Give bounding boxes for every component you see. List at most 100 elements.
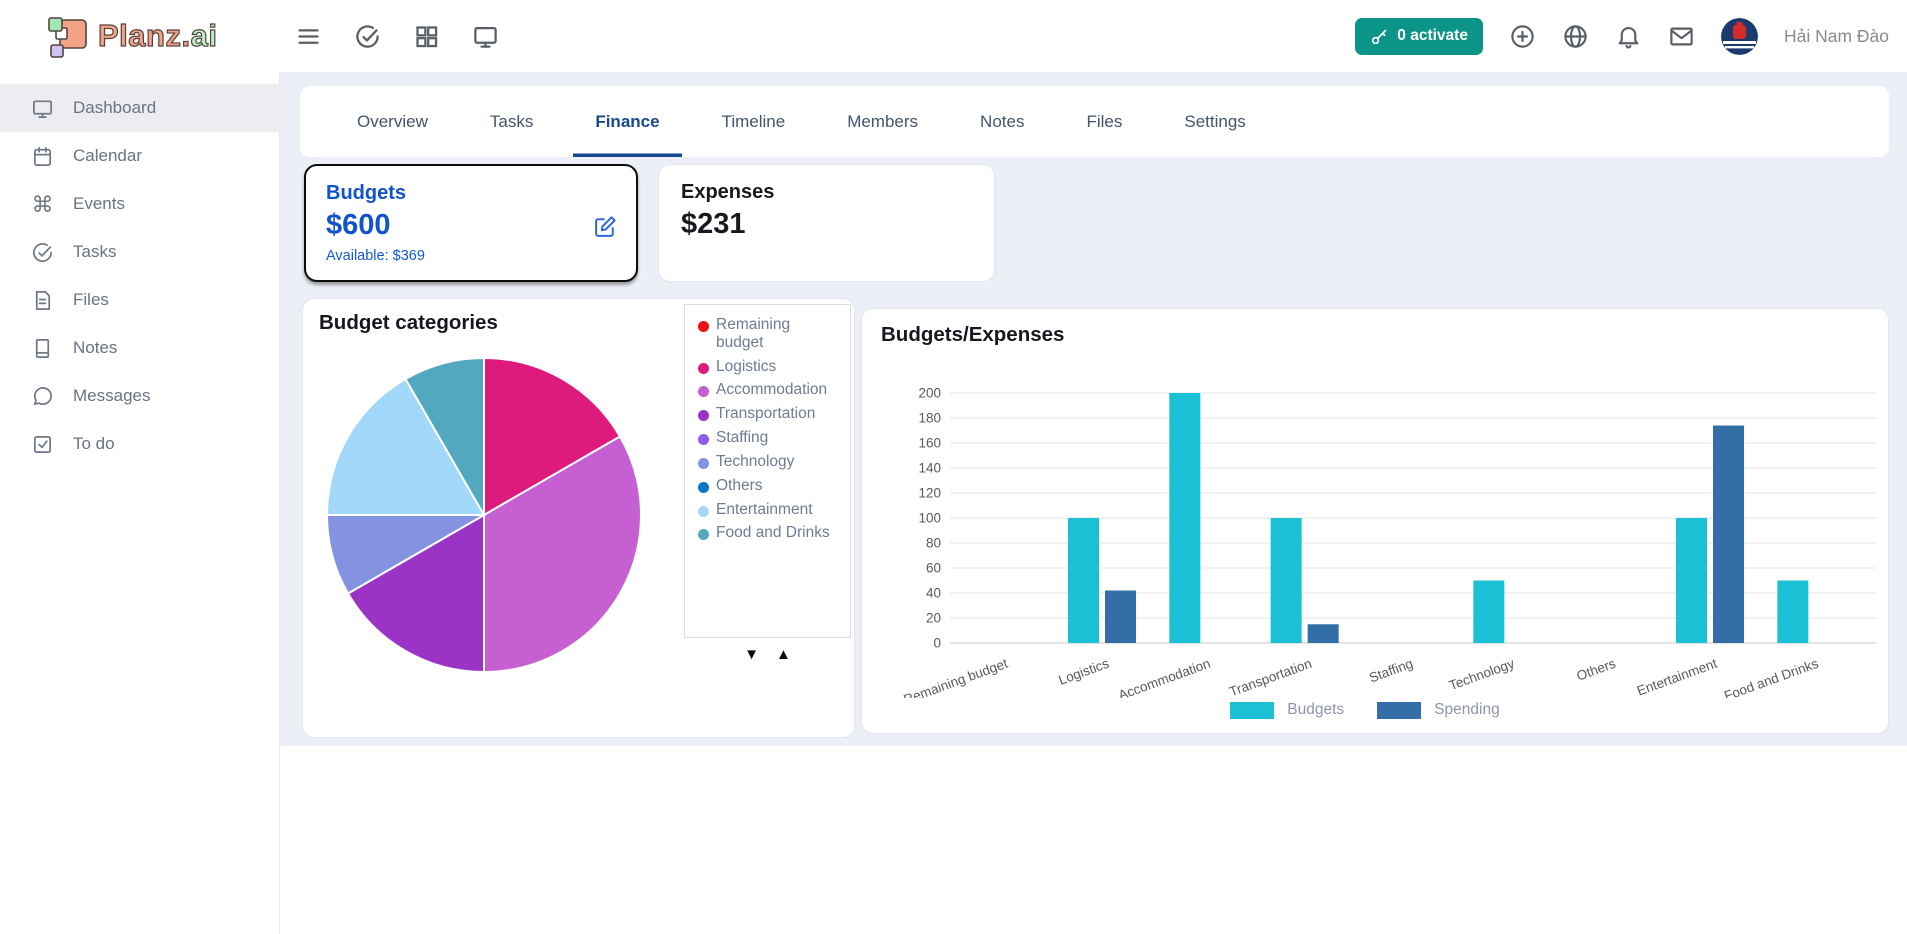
activate-button[interactable]: 0 activate [1355, 17, 1483, 55]
pie-legend-item-food-and-drinks[interactable]: Food and Drinks [698, 524, 850, 542]
y-axis-tick-label: 100 [918, 511, 941, 526]
legend-dot-icon [698, 410, 709, 422]
budgets-card-title: Budgets [326, 182, 406, 204]
sidebar-item-label: Tasks [73, 242, 117, 261]
x-axis-category-label: Technology [1447, 656, 1517, 694]
tab-bar: Overview Tasks Finance Timeline Members Notes… [300, 86, 1889, 157]
tab-finance[interactable]: Finance [573, 86, 681, 157]
pie-legend-item-staffing[interactable]: Staffing [698, 429, 850, 447]
y-axis-tick-label: 20 [926, 611, 941, 626]
logo-text: Planz.ai [97, 17, 218, 53]
sidebar-item-label: Calendar [73, 146, 142, 165]
legend-dot-icon [698, 481, 709, 493]
x-axis-category-label: Staffing [1367, 656, 1415, 686]
sidebar-item-calendar[interactable]: Calendar [0, 132, 279, 180]
pie-slice-entertainment [325, 377, 486, 516]
add-icon[interactable] [1509, 23, 1536, 50]
chat-icon [33, 386, 52, 405]
pie-legend-item-accommodation[interactable]: Accommodation [698, 381, 850, 399]
bar-spending-transportation [1307, 624, 1339, 643]
tab-settings[interactable]: Settings [1184, 111, 1246, 131]
y-axis-tick-label: 120 [918, 486, 941, 501]
scroll-up-arrow-icon[interactable]: ▲ [776, 646, 791, 663]
y-axis-tick-label: 0 [933, 636, 941, 651]
pie-chart-title: Budget categories [319, 311, 498, 334]
tab-timeline[interactable]: Timeline [721, 111, 786, 131]
user-name: Hải Nam Đào [1783, 25, 1889, 46]
pie-legend-label: Logistics [716, 357, 777, 375]
pie-legend: Remaining budget Logistics Accommodation Tr… [684, 304, 851, 638]
budgets-card[interactable]: Budgets $600 Available: $369 [304, 164, 638, 282]
edit-budget-button[interactable] [593, 214, 618, 239]
grid-icon[interactable] [413, 23, 440, 50]
budgets-available: Available: $369 [326, 248, 425, 264]
book-icon [35, 338, 50, 358]
legend-dot-icon [698, 362, 709, 374]
bar-chart-legend: Budgets Spending [862, 701, 1888, 719]
pie-slice-transportation [346, 513, 485, 674]
hamburger-menu-icon[interactable] [295, 23, 322, 50]
sidebar-item-label: To do [73, 434, 115, 453]
sidebar-item-tasks[interactable]: Tasks [0, 228, 279, 276]
pie-legend-item-transportation[interactable]: Transportation [698, 405, 850, 423]
legend-label-budgets: Budgets [1287, 701, 1345, 718]
sidebar-item-notes[interactable]: Notes [0, 324, 279, 372]
pie-legend-label: Others [716, 476, 763, 494]
legend-dot-icon [698, 434, 709, 446]
bar-chart-title: Budgets/Expenses [881, 323, 1065, 346]
bar-budgets-technology [1473, 580, 1505, 643]
y-axis-tick-label: 200 [918, 386, 941, 401]
budgets-expenses-bar-chart: 0 20 40 60 80 100 120 140 160 180 200 Remaining bud… [902, 386, 1876, 698]
tab-tasks[interactable]: Tasks [489, 111, 534, 131]
legend-swatch-budgets[interactable] [1230, 701, 1275, 719]
sidebar-item-events[interactable]: ⌘ Events [31, 191, 125, 217]
pie-slice-accommodation [483, 435, 643, 674]
monitor-icon [33, 99, 52, 118]
globe-icon[interactable] [1562, 23, 1589, 50]
expenses-card[interactable]: Expenses $231 [658, 164, 995, 282]
pie-legend-label: Staffing [716, 429, 769, 447]
check-circle-icon[interactable] [354, 23, 381, 50]
user-avatar[interactable] [1720, 17, 1758, 55]
legend-scroll-controls: ▼ ▲ [684, 647, 851, 662]
budget-categories-card: Budget categories Remaining budget Logist… [302, 298, 855, 738]
bar-budgets-entertainment [1676, 518, 1707, 643]
mail-icon[interactable] [1668, 23, 1695, 50]
check-square-icon [33, 435, 52, 453]
monitor-icon[interactable] [472, 23, 499, 50]
app-logo[interactable]: Planz.ai [46, 12, 271, 60]
sidebar-item-dashboard[interactable]: Dashboard [0, 84, 279, 132]
y-axis-tick-label: 160 [918, 436, 941, 451]
y-axis-tick-label: 180 [918, 411, 941, 426]
app-header: Planz.ai 0 activate [0, 0, 1907, 72]
legend-dot-icon [698, 386, 709, 398]
pie-legend-item-logistics[interactable]: Logistics [698, 358, 850, 376]
x-axis-category-label: Food and Drinks [1722, 656, 1820, 698]
sidebar-item-files[interactable]: Files [0, 276, 279, 324]
pie-legend-item-remaining-budget[interactable]: Remaining budget [698, 316, 850, 352]
legend-swatch-spending[interactable] [1377, 701, 1422, 719]
x-axis-category-label: Transportation [1227, 656, 1313, 698]
sidebar-item-messages[interactable]: Messages [0, 372, 279, 420]
x-axis-category-label: Others [1574, 656, 1617, 684]
tab-notes[interactable]: Notes [980, 111, 1025, 131]
legend-dot-icon [698, 505, 709, 517]
legend-label-spending: Spending [1434, 701, 1500, 718]
pie-legend-label: Entertainment [716, 500, 813, 518]
x-axis-category-label: Logistics [1057, 656, 1112, 688]
tab-files[interactable]: Files [1086, 111, 1123, 131]
budgets-expenses-card: Budgets/Expenses 0 20 40 60 80 100 120 140 160 18… [861, 308, 1889, 734]
budgets-amount: $600 [326, 209, 391, 241]
check-circle-icon [33, 242, 52, 262]
scroll-down-arrow-icon[interactable]: ▼ [744, 646, 759, 663]
sidebar-item-to-do[interactable]: To do [0, 420, 279, 468]
pie-legend-item-technology[interactable]: Technology [698, 453, 850, 471]
key-icon [1372, 29, 1387, 44]
tab-overview[interactable]: Overview [357, 111, 428, 131]
tab-members[interactable]: Members [847, 111, 919, 131]
x-axis-category-label: Entertainment [1635, 656, 1719, 698]
legend-dot-icon [698, 321, 709, 332]
pie-legend-item-others[interactable]: Others [698, 477, 850, 495]
pie-legend-item-entertainment[interactable]: Entertainment [698, 501, 850, 519]
bell-icon[interactable] [1615, 23, 1642, 50]
